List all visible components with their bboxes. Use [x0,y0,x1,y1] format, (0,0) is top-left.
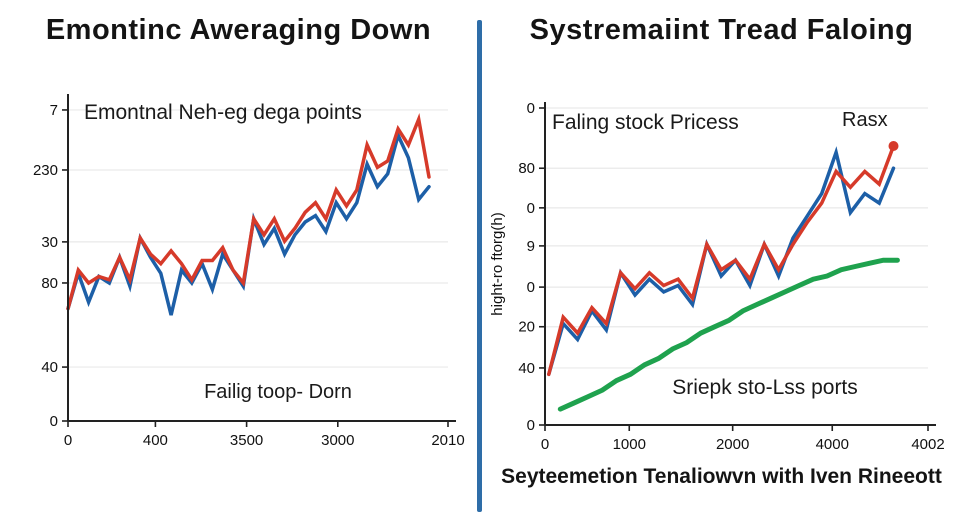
left-panel-title: Emontinc Aweraging Down [45,14,432,46]
right-chart-annotation-bottom: Sriepk sto-Lss ports [672,376,858,399]
y-tick-label: 230 [33,162,58,179]
x-tick-label: 1000 [613,436,646,453]
red-price-end-marker [888,141,899,151]
y-tick-label: 40 [41,359,58,376]
x-tick-label: 4002 [911,436,944,453]
green-trend-line [557,257,900,412]
y-tick-label: 30 [41,234,58,251]
right-chart-annotation-top: Faling stock Pricess [552,111,739,134]
y-tick-label: 0 [527,200,535,217]
y-tick-label: 0 [527,417,535,434]
left-chart-annotation-bottom: Failig toop- Dorn [204,381,352,403]
right-panel-title: Systremaiint Tread Faloing [529,14,914,46]
blue-price-line [547,146,896,377]
left-chart-annotation-top: Emontnal Neh-eg dega points [84,101,362,124]
y-tick-label: 0 [50,413,58,430]
x-tick-label: 3000 [321,432,354,449]
x-tick-label: 2000 [716,436,749,453]
right-chart-legend-label: Rasx [842,109,888,131]
red-price-line [66,112,431,311]
y-axis-label: hight-ro ftorg(h) [489,212,506,315]
y-tick-label: 0 [527,279,535,296]
y-tick-label: 0 [527,100,535,117]
y-tick-label: 80 [518,160,535,177]
y-tick-label: 9 [527,238,535,255]
x-tick-label: 0 [64,432,72,449]
x-tick-label: 0 [541,436,549,453]
red-price-line [547,144,896,377]
y-tick-label: 20 [518,319,535,336]
x-tick-label: 3500 [230,432,263,449]
y-tick-label: 7 [50,102,58,119]
y-tick-label: 80 [41,275,58,292]
x-tick-label: 4000 [816,436,849,453]
x-tick-label: 400 [143,432,168,449]
y-tick-label: 40 [518,360,535,377]
x-tick-label: 2010 [431,432,464,449]
panel-divider [477,20,482,512]
right-panel-caption: Seyteemetion Tenaliowvn with Iven Rineeo… [501,465,942,488]
